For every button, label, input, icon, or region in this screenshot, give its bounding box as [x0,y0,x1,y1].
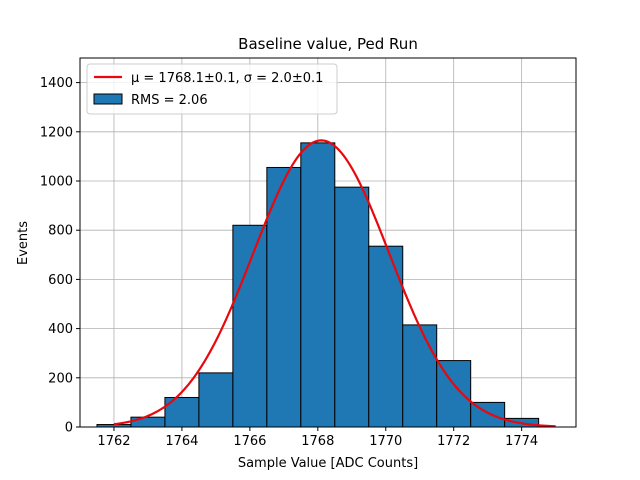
histogram-bar [334,186,370,428]
x-axis-label: Sample Value [ADC Counts] [238,456,418,471]
y-tick-label: 600 [48,273,73,288]
y-tick-label: 0 [65,421,73,436]
x-axis-ticks: 1762 1764 1766 1768 1770 1772 1774 [97,427,538,449]
histogram-bar [232,224,268,428]
histogram-bar [300,142,336,428]
y-tick-label: 1000 [40,175,73,190]
y-axis-label: Events [16,221,31,265]
y-tick-label: 1400 [40,76,73,91]
x-tick-label: 1766 [233,434,266,449]
histogram-bar [402,324,438,428]
legend-frame [86,63,338,115]
x-tick-label: 1774 [505,434,538,449]
y-axis-ticks: 0 200 400 600 800 1000 1200 1400 [40,76,80,436]
legend-rms-patch-swatch [93,93,123,105]
gaussian-fit-curve [113,139,556,428]
x-tick-label: 1768 [301,434,334,449]
histogram-bar [198,372,234,428]
y-tick-label: 1200 [40,125,73,140]
chart-title: Baseline value, Ped Run [238,35,418,53]
x-tick-label: 1770 [369,434,402,449]
histogram-bars [96,142,540,428]
legend-rms-label: RMS = 2.06 [131,93,208,108]
y-tick-label: 800 [48,224,73,239]
legend-fit-label: μ = 1768.1±0.1, σ = 2.0±0.1 [131,71,323,86]
x-tick-label: 1764 [165,434,198,449]
x-tick-label: 1772 [437,434,470,449]
legend: μ = 1768.1±0.1, σ = 2.0±0.1 RMS = 2.06 [86,63,338,115]
y-tick-label: 200 [48,371,73,386]
y-tick-label: 400 [48,322,73,337]
x-tick-label: 1762 [97,434,130,449]
histogram-bar [436,360,472,428]
histogram-bar [130,416,166,428]
plot-frame [79,57,577,428]
